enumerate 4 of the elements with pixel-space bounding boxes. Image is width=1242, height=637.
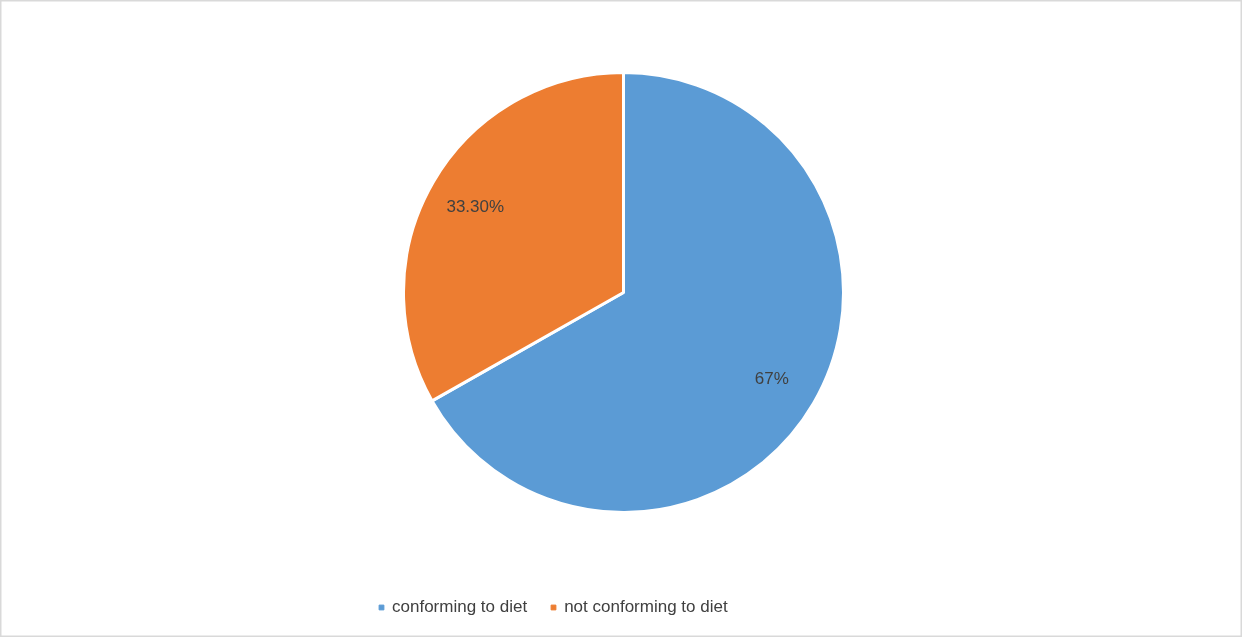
data-label: 33.30% (446, 196, 505, 216)
data-label: 67% (754, 369, 789, 389)
legend-label: conforming to diet (392, 597, 528, 617)
legend-label: not conforming to diet (564, 597, 728, 617)
